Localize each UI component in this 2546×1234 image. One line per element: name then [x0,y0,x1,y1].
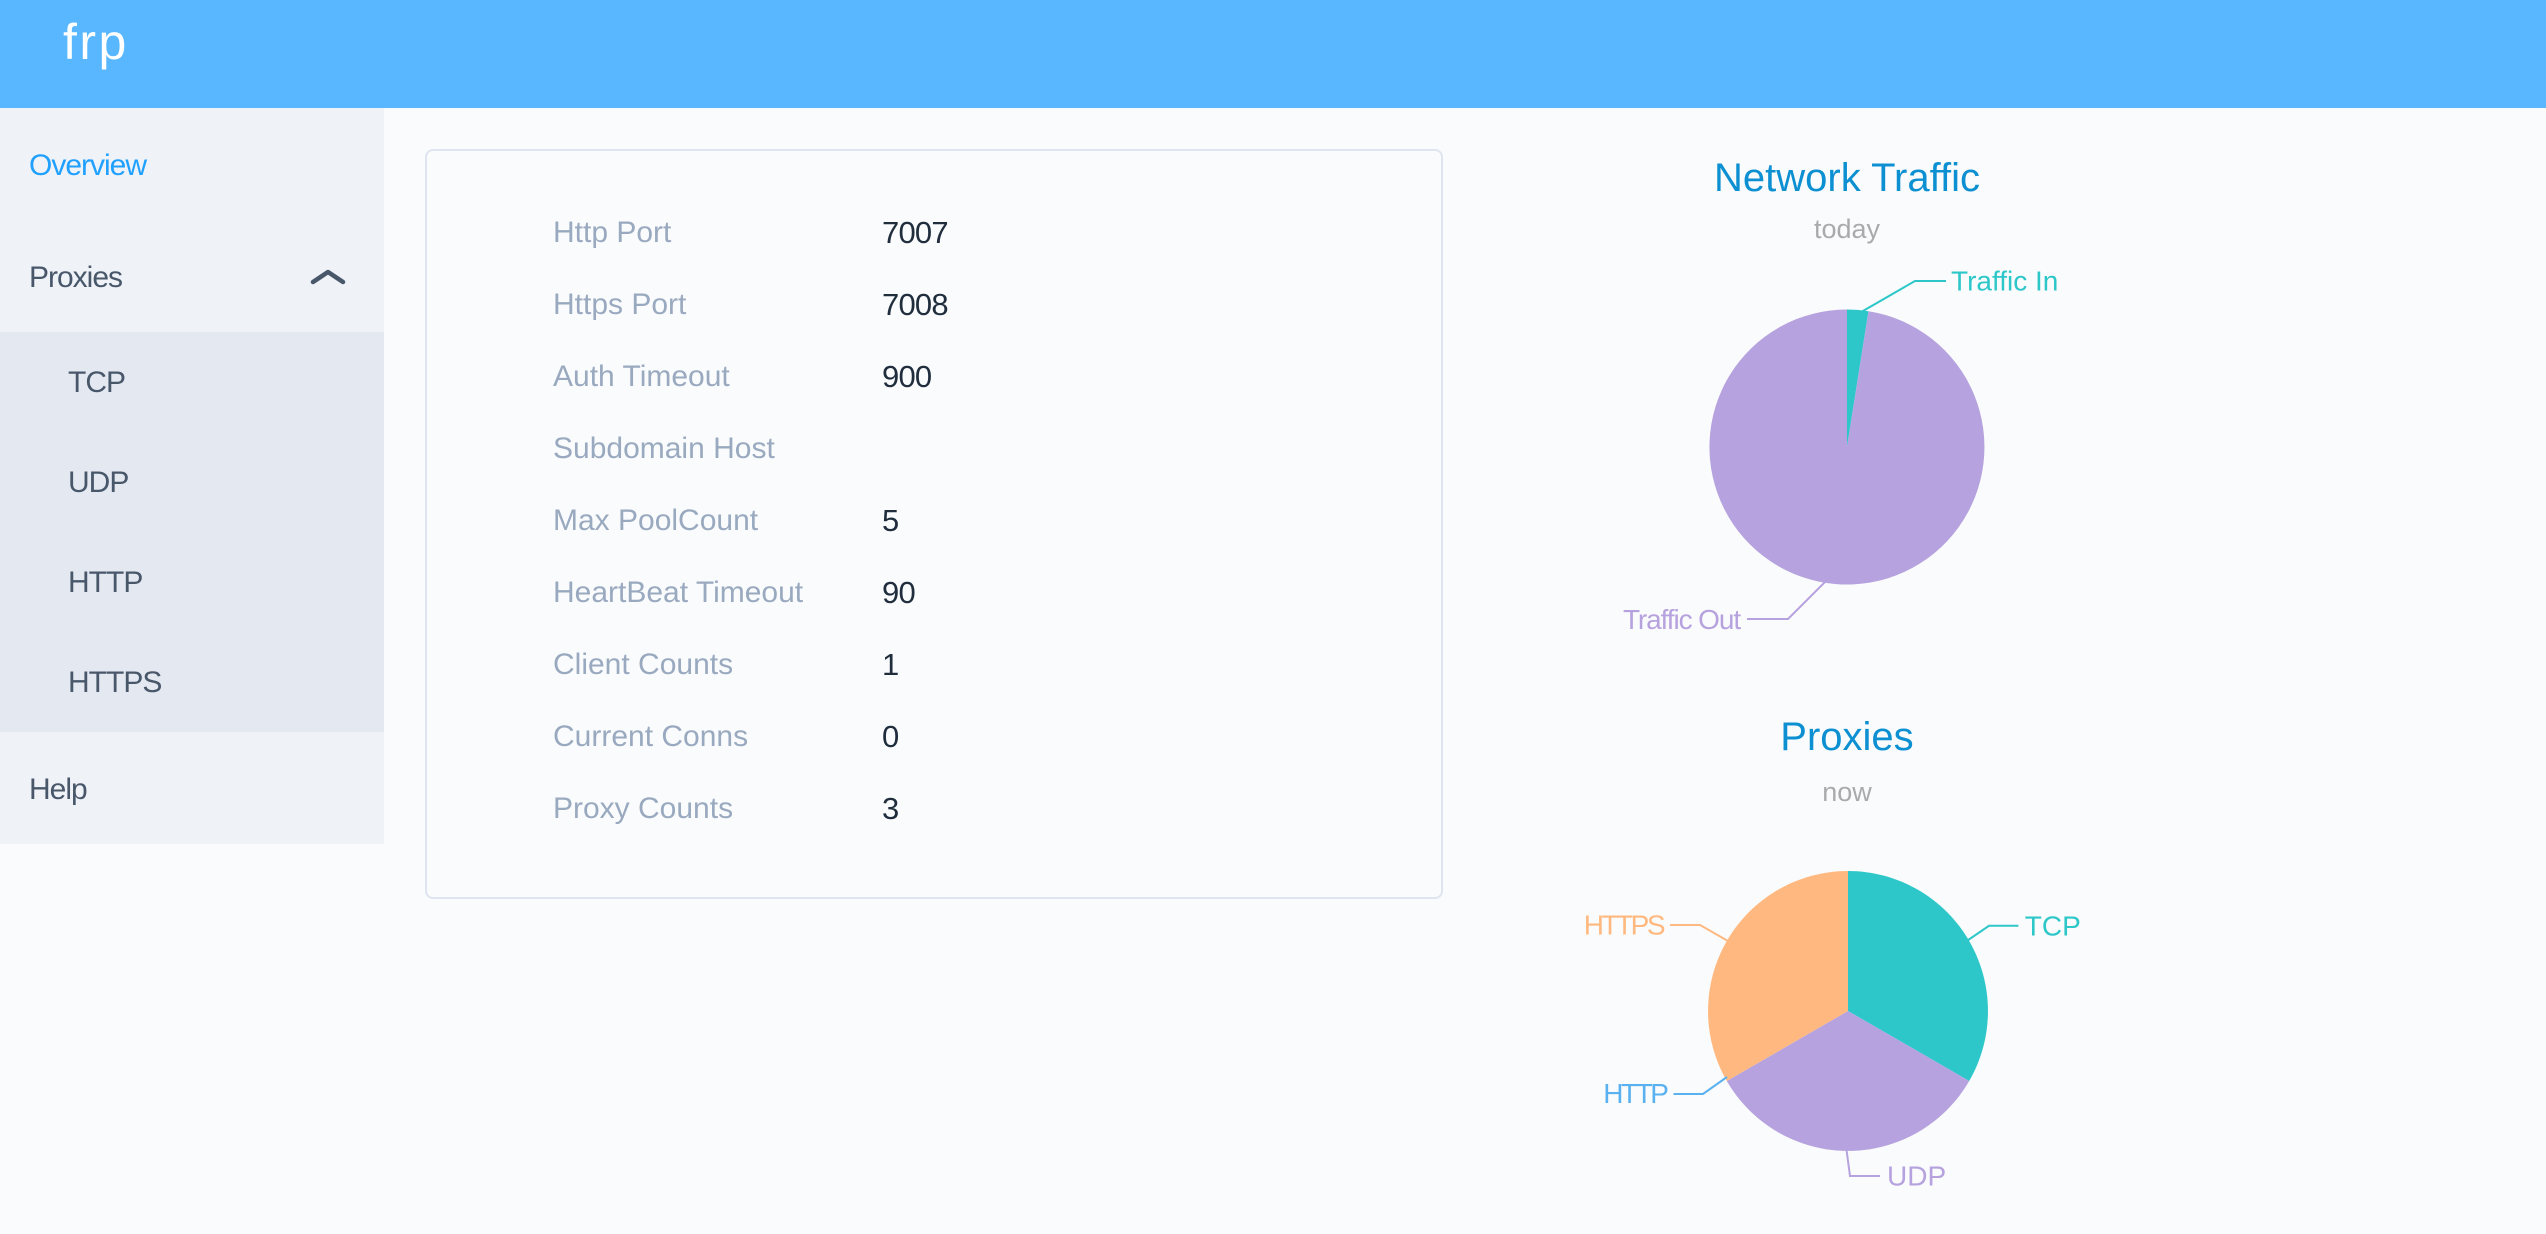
svg-text:Traffic In: Traffic In [1951,266,2058,297]
svg-text:Network Traffic: Network Traffic [1714,156,1980,200]
svg-text:TCP: TCP [2025,911,2081,942]
svg-text:UDP: UDP [1887,1161,1946,1192]
svg-text:HTTP: HTTP [1603,1078,1668,1109]
svg-text:HTTPS: HTTPS [1584,909,1665,940]
svg-text:Proxies: Proxies [1780,715,1913,759]
svg-text:Traffic Out: Traffic Out [1623,604,1741,635]
svg-text:now: now [1822,777,1872,807]
svg-text:today: today [1814,214,1881,244]
